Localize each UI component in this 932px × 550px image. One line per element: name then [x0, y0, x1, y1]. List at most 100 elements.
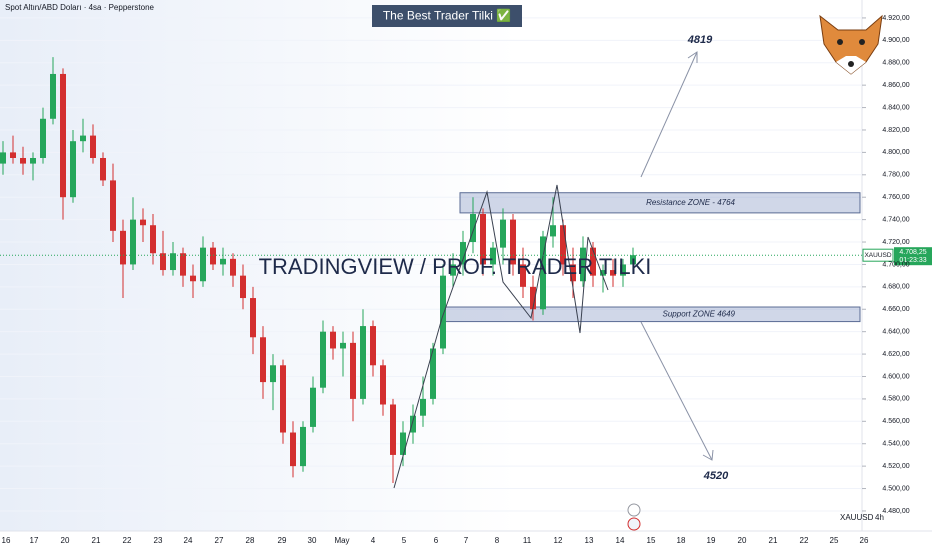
y-tick-label: 4.560,00 — [882, 418, 909, 425]
y-tick-label: 4.580,00 — [882, 396, 909, 403]
candle-body — [400, 432, 406, 455]
candle-body — [630, 255, 636, 265]
countdown-text: 01:23:33 — [899, 257, 926, 264]
candle-body — [480, 214, 486, 265]
candle-body — [90, 135, 96, 158]
candle-body — [30, 157, 36, 164]
x-tick-label: 18 — [677, 536, 686, 545]
x-tick-label: 23 — [154, 536, 163, 545]
candle-body — [490, 247, 496, 265]
arrow-head — [702, 449, 714, 461]
candle-body — [510, 219, 516, 265]
candle-body — [430, 348, 436, 399]
candle-body — [450, 264, 456, 276]
y-tick-label: 4.780,00 — [882, 172, 909, 179]
banner-box — [372, 5, 522, 27]
candle-body — [200, 247, 206, 282]
candle-body — [500, 219, 506, 248]
candle-body — [340, 342, 346, 349]
target-label: 4520 — [703, 470, 729, 482]
zigzag — [393, 184, 609, 489]
y-tick-label: 4.520,00 — [882, 463, 909, 470]
candle-body — [540, 236, 546, 310]
candle-body — [410, 415, 416, 433]
symbol-tag-text: XAUUSD — [864, 252, 891, 259]
y-tick-label: 4.860,00 — [882, 82, 909, 89]
annotation-lines — [393, 51, 714, 489]
candle-body — [420, 398, 426, 416]
fox-eye — [837, 39, 843, 45]
x-tick-label: 28 — [246, 536, 255, 545]
y-tick-label: 4.540,00 — [882, 441, 909, 448]
candle-body — [520, 264, 526, 287]
footer-timeframe: 4h — [875, 513, 884, 522]
candle-body — [100, 157, 106, 181]
x-tick-label: 17 — [30, 536, 39, 545]
candle-body — [20, 157, 26, 164]
y-tick-label: 4.620,00 — [882, 351, 909, 358]
x-tick-label: 5 — [402, 536, 407, 545]
candle-body — [10, 152, 16, 158]
candle-body — [590, 247, 596, 276]
candle-body — [270, 365, 276, 383]
candle-body — [160, 253, 166, 271]
candle-body — [190, 275, 196, 282]
candle-body — [210, 247, 216, 265]
price-tag-text: 4.708,25 — [899, 249, 926, 256]
candle-body — [360, 326, 366, 399]
candle-body — [530, 286, 536, 310]
candle-body — [120, 230, 126, 265]
x-tick-label: 27 — [215, 536, 224, 545]
candle-body — [70, 141, 76, 198]
candle-body — [170, 253, 176, 271]
candle-body — [290, 432, 296, 467]
arrow-head — [687, 51, 698, 63]
candle-body — [350, 342, 356, 399]
candle-body — [600, 270, 606, 276]
x-tick-label: 21 — [92, 536, 101, 545]
y-tick-label: 4.920,00 — [882, 15, 909, 22]
zone-label: Support ZONE 4649 — [663, 309, 736, 318]
candle-body — [320, 331, 326, 388]
event-icon[interactable] — [627, 503, 641, 517]
candle-body — [470, 214, 476, 243]
x-tick-label: 7 — [464, 536, 469, 545]
y-tick-label: 4.680,00 — [882, 284, 909, 291]
x-tick-label: 12 — [554, 536, 563, 545]
event-icon[interactable] — [627, 517, 641, 531]
y-tick-label: 4.760,00 — [882, 194, 909, 201]
y-tick-label: 4.880,00 — [882, 60, 909, 67]
x-tick-label: 4 — [371, 536, 376, 545]
candle-body — [130, 219, 136, 265]
chart-title: Spot Altın/ABD Doları · 4sa · Pepperston… — [5, 3, 155, 12]
x-tick-label: 14 — [616, 536, 625, 545]
x-tick-label: 25 — [830, 536, 839, 545]
candle-body — [370, 326, 376, 366]
zone-label: Resistance ZONE - 4764 — [646, 198, 735, 207]
y-tick-label: 4.740,00 — [882, 216, 909, 223]
plot-background — [0, 0, 862, 531]
candle-body — [330, 331, 336, 349]
y-tick-label: 4.640,00 — [882, 329, 909, 336]
candle-body — [40, 118, 46, 158]
x-tick-label: 8 — [495, 536, 500, 545]
x-tick-label: 20 — [738, 536, 747, 545]
x-tick-label: 19 — [707, 536, 716, 545]
footer-symbol: XAUUSD — [840, 513, 874, 522]
target-label: 4819 — [687, 34, 713, 46]
candle-body — [240, 275, 246, 299]
candle-body — [390, 404, 396, 455]
candle-body — [300, 426, 306, 467]
candle-body — [550, 225, 556, 237]
y-tick-label: 4.840,00 — [882, 104, 909, 111]
arrow — [640, 51, 698, 178]
x-tick-label: 22 — [123, 536, 132, 545]
candle-body — [50, 73, 56, 119]
candle-body — [570, 264, 576, 282]
x-tick-label: 22 — [800, 536, 809, 545]
fox-head — [819, 14, 883, 75]
candle-body — [150, 225, 156, 254]
logo — [819, 14, 883, 75]
x-tick-label: 29 — [278, 536, 287, 545]
